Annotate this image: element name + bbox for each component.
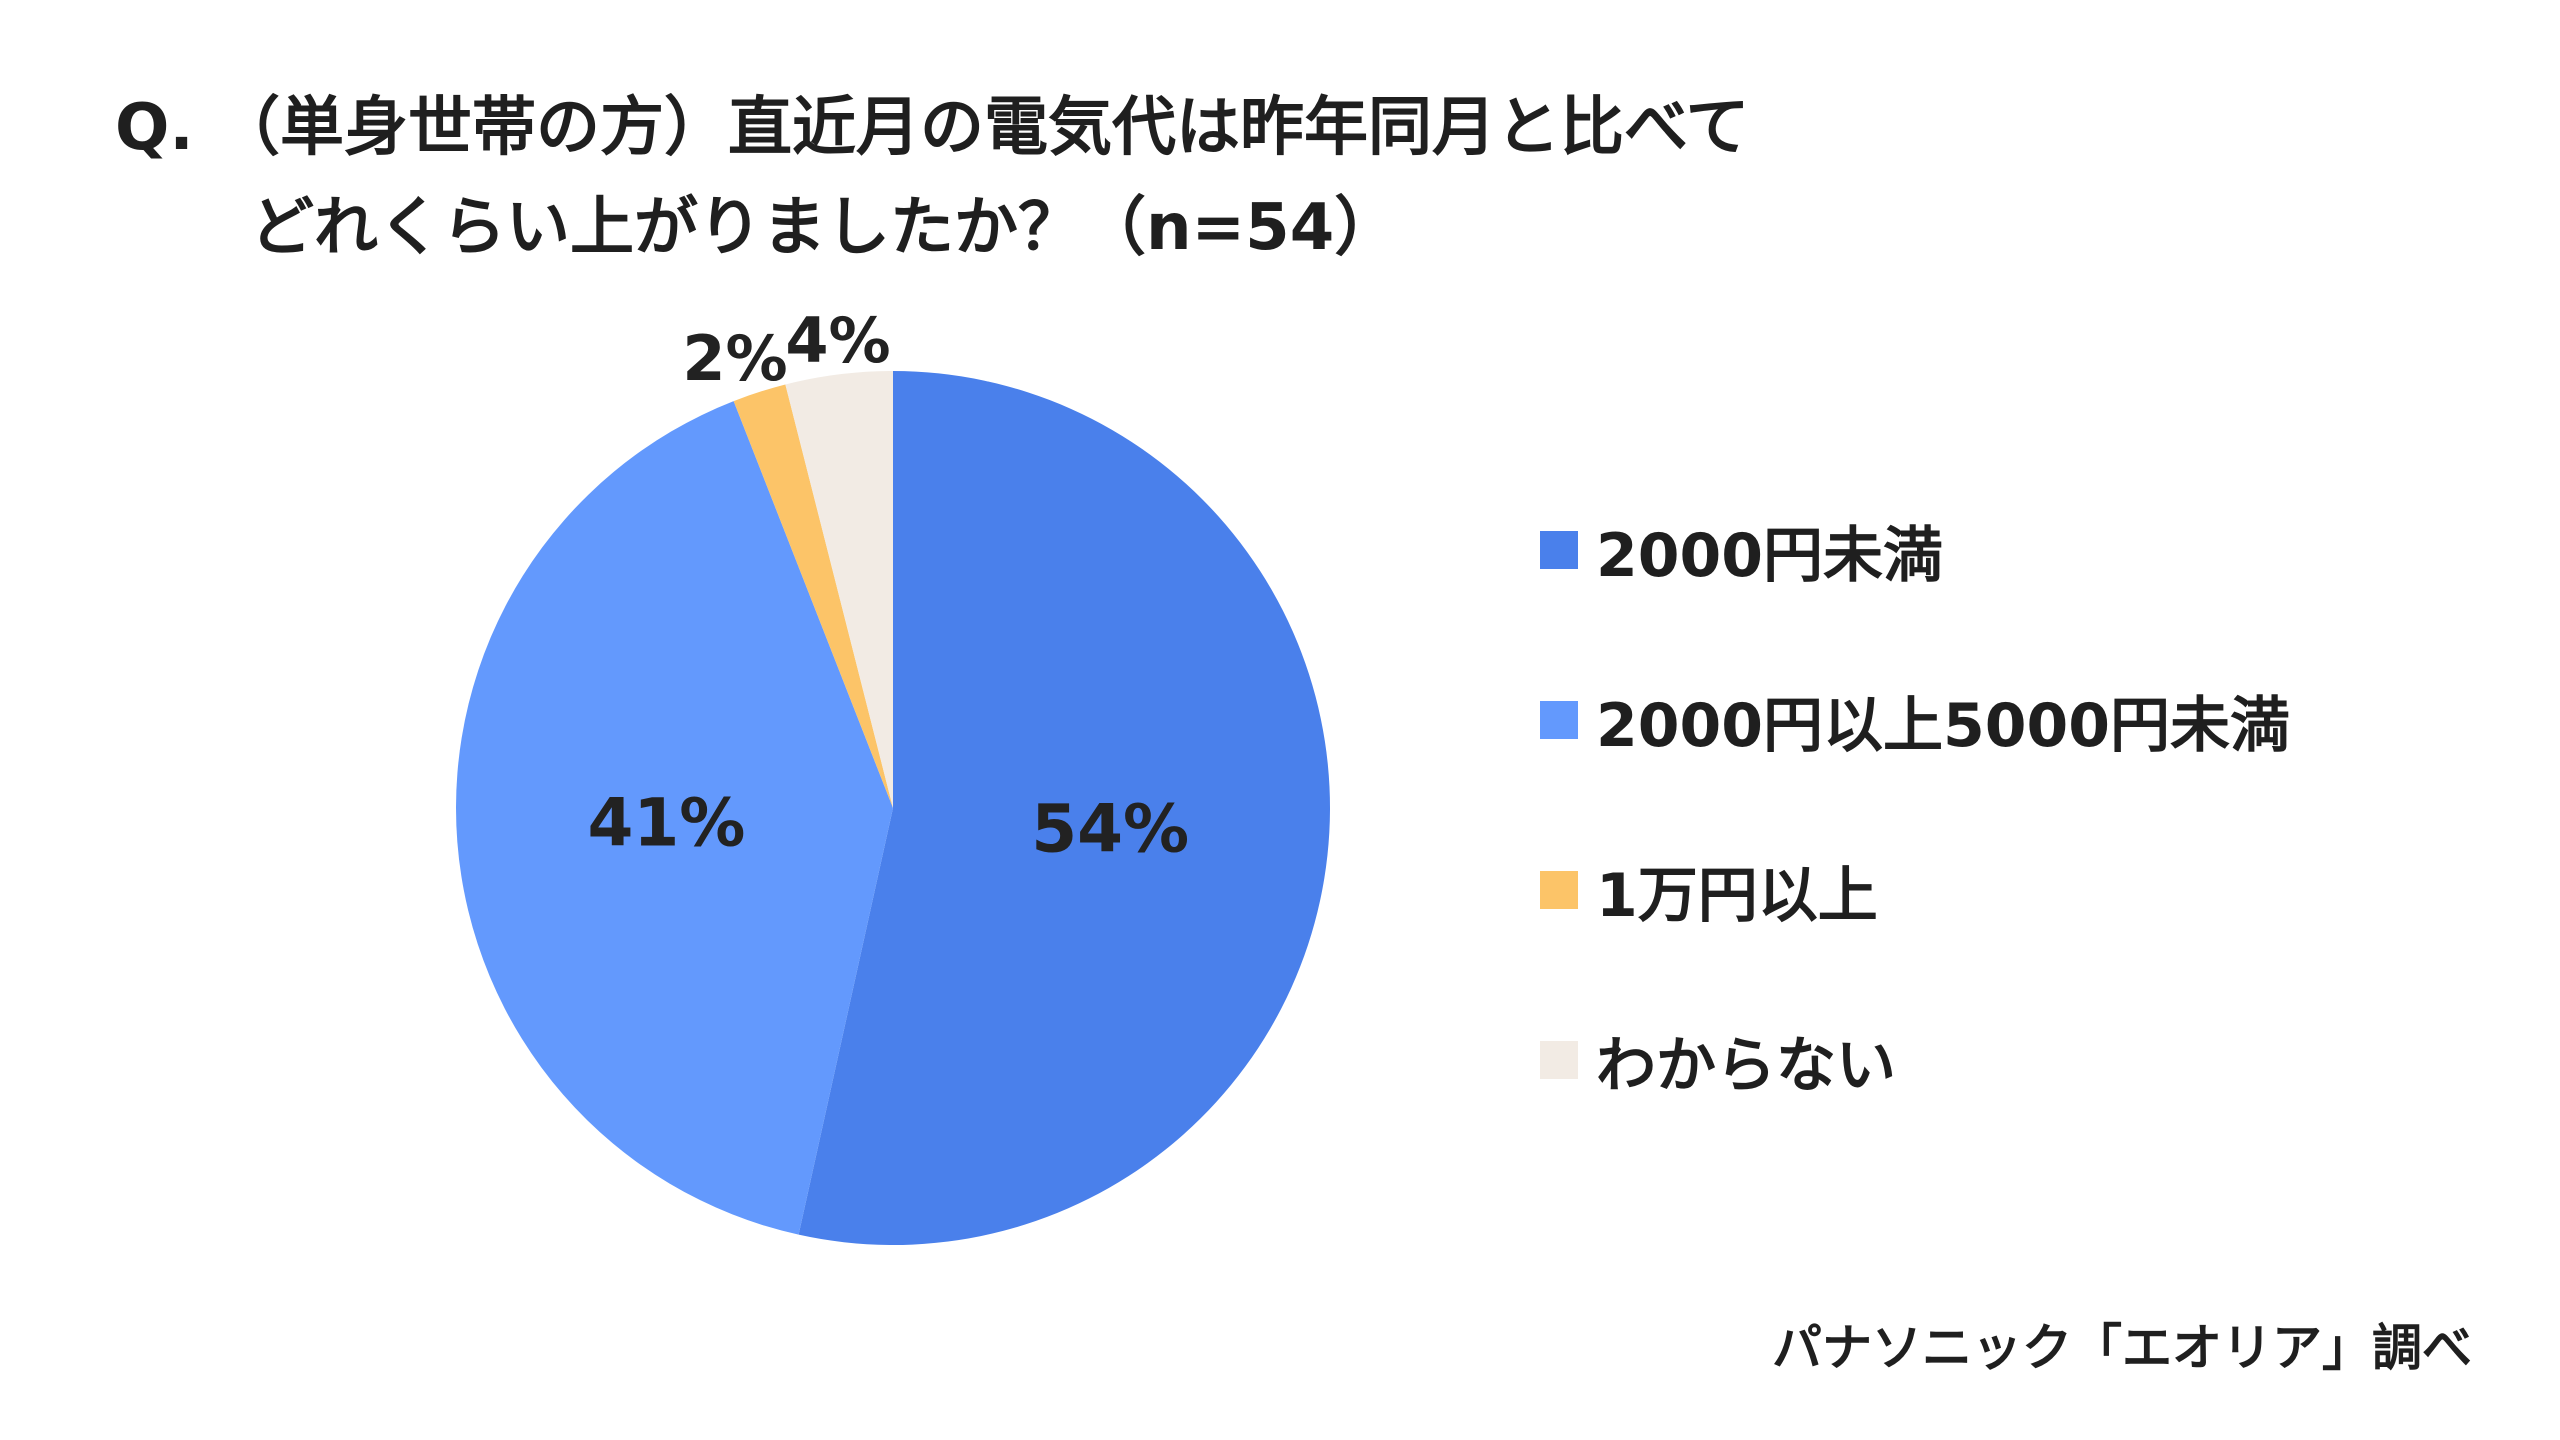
legend-item-under-2000: 2000円未満 — [1540, 505, 2290, 595]
chart-title-line-1: Q. （単身世帯の方）直近月の電気代は昨年同月と比べて — [115, 91, 1750, 165]
legend-swatch-over-10000 — [1540, 871, 1578, 909]
chart-legend: 2000円未満 2000円以上5000円未満 1万円以上 わからない — [1540, 505, 2290, 1185]
legend-label-unknown: わからない — [1596, 1030, 1896, 1101]
legend-label-over-10000: 1万円以上 — [1596, 860, 1878, 931]
pie-label-under-2000: 54% — [1031, 791, 1189, 868]
legend-item-2000-to-5000: 2000円以上5000円未満 — [1540, 675, 2290, 765]
pie-label-2000-to-5000: 41% — [587, 785, 745, 862]
legend-swatch-under-2000 — [1540, 531, 1578, 569]
pie-slice-unknown — [785, 371, 893, 808]
chart-title: Q. （単身世帯の方）直近月の電気代は昨年同月と比べて どれくらい上がりましたか… — [115, 78, 2015, 278]
pie-label-over-10000: 2% — [682, 322, 787, 395]
pie-slice-under-2000 — [798, 371, 1331, 1245]
pie-slices — [456, 371, 1331, 1245]
legend-label-2000-to-5000: 2000円以上5000円未満 — [1596, 690, 2290, 761]
chart-title-line-2: どれくらい上がりましたか？（n=54） — [250, 191, 1399, 265]
source-credit: パナソニック「エオリア」調べ — [1772, 1319, 2472, 1377]
legend-swatch-unknown — [1540, 1041, 1578, 1079]
legend-item-unknown: わからない — [1540, 1015, 2290, 1105]
pie-slice-over-10000 — [733, 384, 893, 808]
legend-label-under-2000: 2000円未満 — [1596, 520, 1943, 591]
pie-slice-labels: 54% 41% 2%4% — [587, 304, 1189, 868]
pie-label-unknown: 4% — [785, 304, 890, 377]
legend-swatch-2000-to-5000 — [1540, 701, 1578, 739]
pie-slice-2000-to-5000 — [456, 401, 893, 1235]
legend-item-over-10000: 1万円以上 — [1540, 845, 2290, 935]
